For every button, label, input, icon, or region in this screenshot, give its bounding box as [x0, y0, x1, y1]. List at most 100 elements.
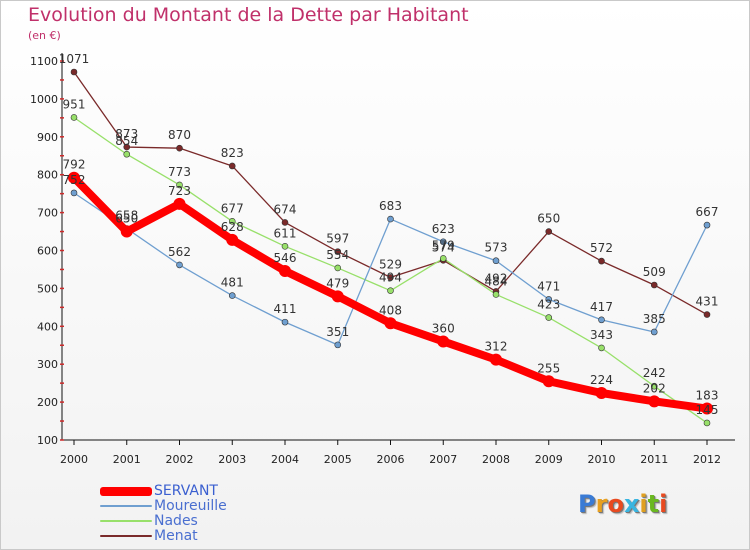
chart-unit-label: (en €) [28, 29, 61, 42]
x-tick-label: 2007 [429, 453, 457, 466]
data-label: 773 [168, 165, 191, 179]
data-point-menat [334, 248, 342, 255]
data-label: 677 [221, 201, 244, 215]
data-label: 529 [379, 257, 402, 271]
data-label: 752 [63, 173, 86, 187]
data-label: 792 [63, 158, 86, 172]
data-label: 628 [221, 220, 244, 234]
data-label: 479 [326, 276, 349, 290]
data-label: 554 [326, 248, 349, 262]
y-tick-label: 400 [37, 320, 58, 333]
data-label: 509 [643, 265, 666, 279]
legend-item-nades: Nades [100, 514, 198, 528]
data-label: 484 [485, 274, 508, 288]
data-label: 145 [696, 403, 719, 417]
data-label: 546 [274, 251, 297, 265]
x-tick-label: 2011 [640, 453, 668, 466]
legend-item-servant: SERVANT [100, 484, 218, 498]
data-label: 597 [326, 232, 349, 246]
x-tick-label: 2009 [535, 453, 563, 466]
legend-swatch [100, 505, 152, 507]
data-point-nades [703, 419, 711, 427]
data-point-menat [650, 281, 658, 289]
data-label: 202 [643, 381, 666, 395]
x-tick-label: 2000 [60, 453, 88, 466]
data-point-menat [176, 144, 183, 152]
data-point-moureuille [598, 316, 605, 324]
data-point-moureuille [703, 221, 711, 229]
x-tick-label: 2012 [693, 453, 721, 466]
data-point-nades [70, 114, 78, 121]
data-label: 183 [696, 389, 719, 403]
data-label: 723 [168, 184, 191, 198]
data-point-moureuille [70, 189, 78, 197]
x-tick-label: 2010 [588, 453, 616, 466]
y-tick-label: 600 [37, 245, 58, 258]
data-point-nades [176, 181, 183, 189]
data-label: 579 [432, 238, 455, 252]
proxiti-logo: Proxiti [578, 490, 668, 518]
legend-label: Moureuille [154, 498, 227, 514]
x-tick-label: 2001 [113, 453, 141, 466]
data-point-moureuille [439, 238, 447, 246]
data-labels: 1071 873 870 823 674 597 529 574 492 650 572 509 431… [59, 52, 719, 417]
data-point-servant [68, 171, 80, 184]
data-point-moureuille [281, 318, 289, 326]
data-label: 854 [115, 134, 138, 148]
data-point-servant [701, 402, 713, 415]
data-label: 873 [115, 127, 138, 141]
data-point-moureuille [228, 292, 236, 299]
x-tick-label: 2008 [482, 453, 510, 466]
data-point-nades [545, 314, 553, 321]
data-point-menat [598, 257, 605, 265]
data-label: 623 [432, 222, 455, 236]
data-point-moureuille [387, 215, 394, 223]
x-tick-label: 2002 [166, 453, 194, 466]
legend-label: Nades [154, 513, 198, 529]
data-label: 823 [221, 146, 244, 160]
x-tick-label: 2005 [324, 453, 352, 466]
data-point-servant [490, 353, 502, 366]
data-point-nades [334, 264, 342, 272]
data-label: 343 [590, 328, 613, 342]
data-point-servant [437, 335, 450, 348]
data-point-servant [384, 317, 397, 330]
data-label: 431 [696, 295, 719, 309]
data-label: 408 [379, 303, 402, 317]
data-point-servant [120, 225, 133, 238]
data-label: 492 [485, 271, 508, 285]
data-point-nades [650, 382, 658, 390]
data-point-nades [439, 255, 447, 262]
data-point-menat [70, 68, 78, 76]
data-point-servant [173, 197, 186, 210]
data-point-moureuille [334, 341, 342, 349]
data-label: 385 [643, 312, 666, 326]
legend-label: Menat [154, 528, 198, 544]
data-label: 417 [590, 300, 613, 314]
data-label: 683 [379, 199, 402, 213]
data-point-nades [598, 344, 605, 352]
x-tick-label: 2006 [377, 453, 405, 466]
data-point-menat [703, 311, 711, 318]
data-point-moureuille [176, 261, 183, 269]
legend-swatch [100, 520, 152, 522]
y-tick-label: 800 [37, 169, 58, 182]
data-label: 1071 [59, 52, 90, 66]
data-label: 360 [432, 321, 455, 335]
data-label: 951 [63, 97, 86, 111]
data-label: 674 [274, 202, 297, 216]
y-tick-label: 1000 [30, 93, 58, 106]
data-point-nades [281, 243, 289, 250]
data-label: 224 [590, 373, 613, 387]
data-point-nades [387, 287, 394, 294]
legend-swatch [100, 535, 152, 537]
y-tick-label: 200 [37, 396, 58, 409]
data-label: 423 [537, 298, 560, 312]
legend-item-moureuille: Moureuille [100, 499, 227, 513]
data-label: 471 [537, 279, 560, 293]
legend-swatch [100, 486, 152, 496]
data-point-menat [228, 162, 236, 170]
data-point-moureuille [492, 257, 500, 265]
